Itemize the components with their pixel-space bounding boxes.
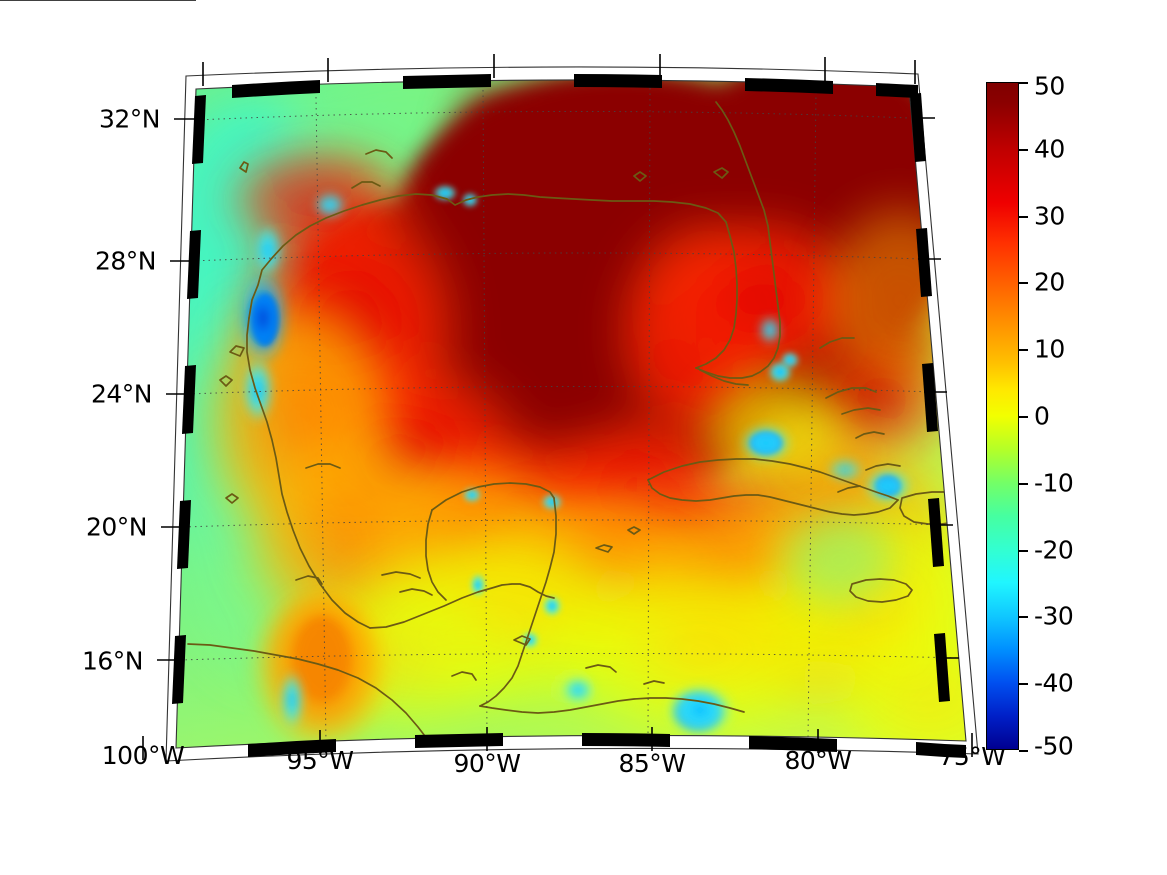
- frame-right-stripes: [910, 93, 950, 702]
- colorbar-label-40: 40: [1034, 134, 1065, 164]
- data-field: [176, 79, 966, 748]
- colorbar-label-30: 30: [1034, 201, 1065, 231]
- lon-tick-label-80w: 80°W: [784, 746, 852, 775]
- coastline-layer: [187, 101, 966, 741]
- colorbar-label-20: 20: [1034, 267, 1065, 297]
- colorbar-label-neg30: -30: [1034, 601, 1074, 631]
- colorbar-label-0: 0: [1034, 401, 1050, 431]
- lat-tick-label-24n: 24°N: [90, 379, 153, 409]
- colorbar-label-neg40: -40: [1034, 668, 1074, 698]
- frame-top-stripes: [232, 74, 918, 98]
- lon-tick-label-95w: 95°W: [286, 746, 354, 775]
- colorbar-label-neg50: -50: [1034, 731, 1074, 761]
- lon-tick-label-85w: 85°W: [618, 749, 686, 778]
- frame-left-stripes: [172, 95, 206, 704]
- colorbar-tick-neg20: [1019, 549, 1028, 552]
- colorbar-gradient-strip[interactable]: [986, 82, 1019, 750]
- lat-tick-label-16n: 16°N: [81, 646, 144, 676]
- colorbar-tick-neg30: [1019, 616, 1028, 619]
- colorbar-label-neg10: -10: [1034, 468, 1074, 498]
- colorbar-tick-neg10: [1019, 482, 1028, 485]
- graticule-lines: [179, 87, 959, 745]
- colorbar-label-10: 10: [1034, 334, 1065, 364]
- frame-outer: [165, 66, 979, 762]
- colorbar-tick-neg40: [1019, 683, 1028, 686]
- lon-tick-label-90w: 90°W: [453, 749, 521, 778]
- lat-tick-label-32n: 32°N: [98, 104, 161, 134]
- lon-tick-label-100w: 100°W: [101, 741, 185, 770]
- colorbar-tick-40: [1019, 148, 1028, 151]
- colorbar-label-neg20: -20: [1034, 535, 1074, 565]
- map-svg[interactable]: [0, 0, 1000, 800]
- colorbar-label-50: 50: [1034, 71, 1065, 101]
- colorbar-tick-30: [1019, 215, 1028, 218]
- lat-tick-label-28n: 28°N: [94, 246, 157, 276]
- colorbar-tick-neg50: [1019, 750, 1028, 752]
- frame-bottom-stripes: [248, 733, 966, 758]
- colorbar-tick-20: [1019, 282, 1028, 285]
- field-tehuantepec-plume: [260, 595, 384, 745]
- map-panel[interactable]: 32°N 28°N 24°N 20°N 16°N 100°W 95°W 90°W…: [0, 0, 1006, 800]
- frame-ticks: [0, 0, 973, 760]
- colorbar-tick-10: [1019, 349, 1028, 352]
- colorbar-tick-0: [1019, 416, 1028, 418]
- colorbar[interactable]: 50 40 30 20 10 0 -10 -20 -30 -40 -50: [986, 72, 1166, 761]
- colorbar-tick-50: [1019, 82, 1028, 84]
- map-frame: [0, 0, 979, 762]
- lat-tick-label-20n: 20°N: [85, 512, 148, 542]
- field-negative-anomalies: [237, 184, 912, 736]
